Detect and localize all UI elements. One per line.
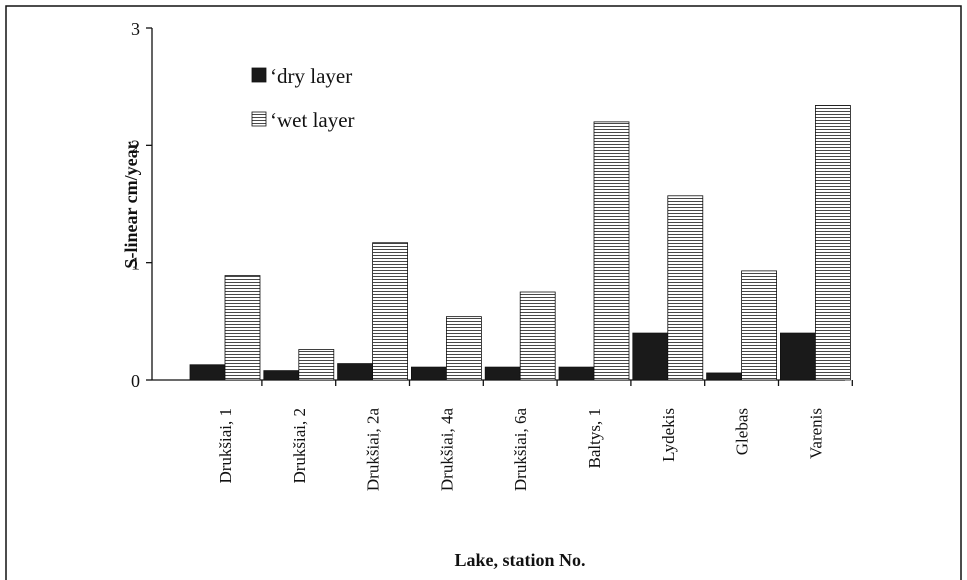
bar (189, 364, 226, 381)
frame (5, 5, 962, 580)
bar (593, 121, 630, 381)
bar (484, 366, 521, 381)
y-tick-label: 2 (131, 136, 140, 156)
bar (632, 332, 669, 381)
bar (815, 105, 851, 381)
bar (706, 372, 742, 381)
bar (263, 370, 300, 381)
bar (519, 291, 556, 381)
y-tick-label: 0 (131, 371, 140, 391)
bar (337, 363, 374, 381)
legend-swatch (251, 67, 267, 83)
bar (298, 349, 335, 381)
x-tick-label: Drukšiai, 2 (290, 408, 309, 484)
x-tick-label: Drukšiai, 6a (511, 408, 530, 492)
bar (558, 366, 595, 381)
x-tick-label: Drukšiai, 2a (364, 408, 383, 492)
y-axis-title: S-linear cm/year (121, 141, 141, 268)
x-tick-label: Drukšiai, 1 (216, 408, 235, 484)
bar (372, 242, 409, 381)
bar (741, 270, 777, 381)
x-tick-label: Varenis (806, 408, 825, 459)
legend-swatch (251, 111, 267, 127)
bar (224, 275, 261, 381)
y-tick-label: 1 (131, 254, 140, 274)
bar (410, 366, 447, 381)
x-tick-label: Drukšiai, 4a (437, 408, 456, 492)
x-tick-label: Glebas (733, 408, 752, 455)
bar (667, 195, 704, 381)
x-axis-title: Lake, station No. (454, 550, 585, 570)
legend-label: ‘wet layer (270, 108, 355, 132)
bar (445, 316, 482, 381)
x-tick-label: Lydekis (659, 408, 678, 462)
bar (780, 332, 816, 381)
y-tick-label: 3 (131, 19, 140, 39)
x-tick-label: Baltys, 1 (585, 408, 604, 468)
legend-label: ‘dry layer (270, 64, 352, 88)
